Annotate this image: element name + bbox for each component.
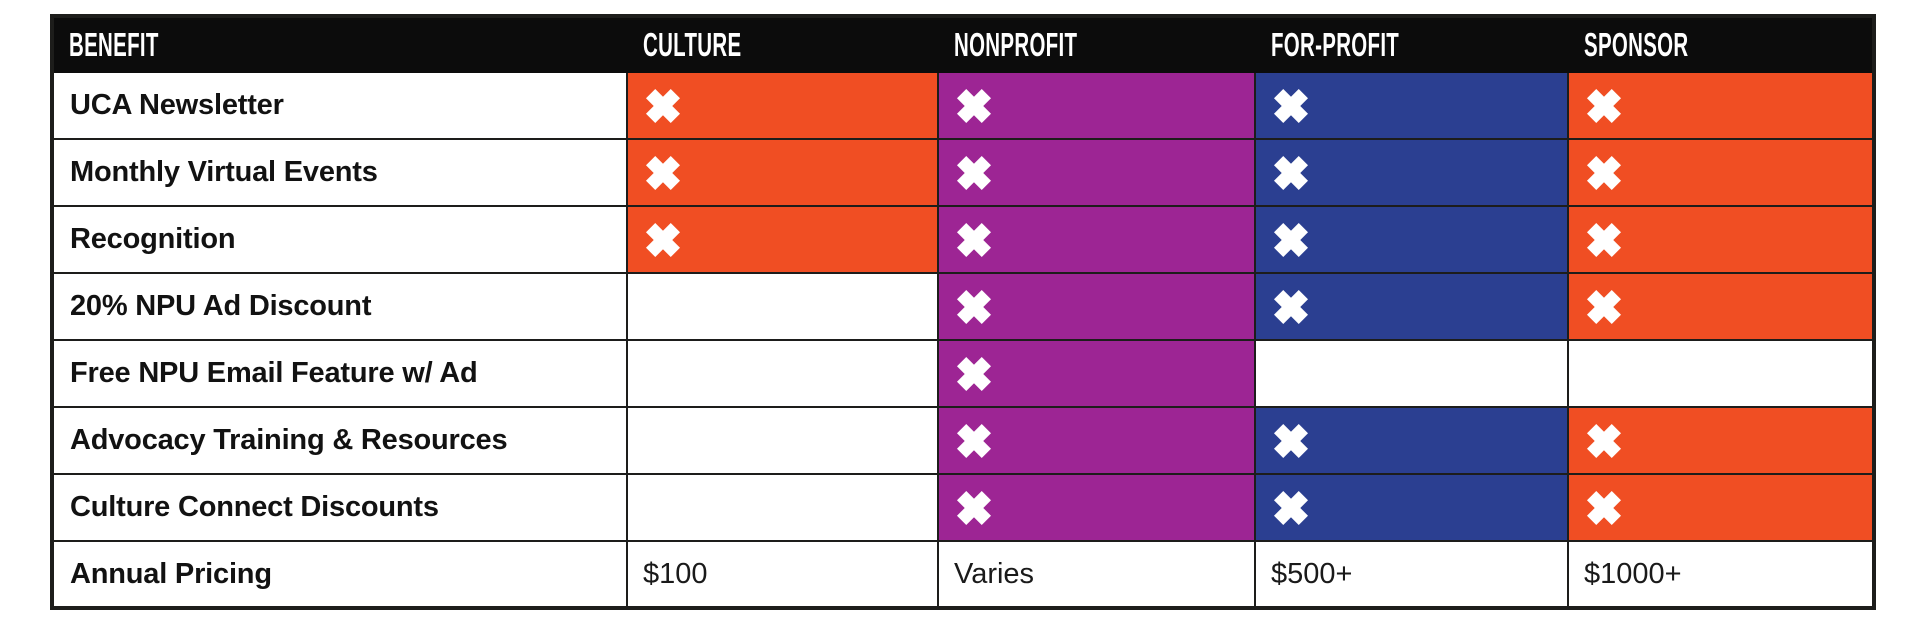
membership-cell-nonprofit: [937, 473, 1256, 542]
membership-cell-sponsor: [1567, 406, 1875, 475]
table-row: Monthly Virtual Events: [51, 138, 1875, 207]
membership-cell-sponsor: [1567, 71, 1875, 140]
benefit-cell: Monthly Virtual Events: [51, 138, 628, 207]
membership-cell-culture: [626, 406, 939, 475]
x-mark-icon: [953, 420, 995, 462]
table-row: Recognition: [51, 205, 1875, 274]
benefit-cell: Culture Connect Discounts: [51, 473, 628, 542]
table-row: Free NPU Email Feature w/ Ad: [51, 339, 1875, 408]
column-header-forprofit: FOR-PROFIT: [1254, 15, 1569, 73]
membership-cell-forprofit: [1254, 138, 1569, 207]
benefit-cell: Annual Pricing: [51, 540, 628, 609]
membership-cell-forprofit: [1254, 473, 1569, 542]
x-mark-icon: [953, 85, 995, 127]
column-header-label: NONPROFIT: [954, 25, 1078, 63]
membership-cell-culture: [626, 473, 939, 542]
x-mark-icon: [1583, 286, 1625, 328]
x-mark-icon: [1583, 420, 1625, 462]
column-header-label: BENEFIT: [69, 25, 159, 63]
column-header-label: SPONSOR: [1584, 25, 1689, 63]
pricing-cell-nonprofit: Varies: [937, 540, 1256, 609]
benefit-label: Monthly Virtual Events: [70, 156, 378, 188]
benefit-label: Annual Pricing: [70, 557, 272, 590]
table-row: Advocacy Training & Resources: [51, 406, 1875, 475]
column-header-label: CULTURE: [643, 25, 742, 63]
pricing-value: $1000+: [1584, 557, 1682, 590]
membership-cell-culture: [626, 339, 939, 408]
x-mark-icon: [1270, 219, 1312, 261]
benefit-cell: UCA Newsletter: [51, 71, 628, 140]
benefit-label: Culture Connect Discounts: [70, 491, 439, 523]
x-mark-icon: [953, 152, 995, 194]
pricing-value: Varies: [954, 557, 1035, 590]
membership-cell-forprofit: [1254, 71, 1569, 140]
membership-cell-sponsor: [1567, 473, 1875, 542]
column-header-label: FOR-PROFIT: [1271, 25, 1400, 63]
table-row: UCA Newsletter: [51, 71, 1875, 140]
membership-cell-forprofit: [1254, 205, 1569, 274]
table-header-row: BENEFIT CULTURE NONPROFIT FOR-PROFIT SPO…: [51, 15, 1875, 73]
membership-cell-forprofit: [1254, 272, 1569, 341]
benefit-label: Recognition: [70, 223, 236, 255]
table-row: Culture Connect Discounts: [51, 473, 1875, 542]
pricing-value: $500+: [1271, 557, 1353, 590]
x-mark-icon: [1270, 487, 1312, 529]
membership-cell-nonprofit: [937, 138, 1256, 207]
membership-cell-culture: [626, 71, 939, 140]
pricing-cell-culture: $100: [626, 540, 939, 609]
x-mark-icon: [642, 85, 684, 127]
table-row: Annual Pricing $100 Varies $500+ $1000+: [51, 540, 1875, 609]
x-mark-icon: [1270, 420, 1312, 462]
membership-cell-nonprofit: [937, 71, 1256, 140]
membership-cell-culture: [626, 138, 939, 207]
membership-cell-culture: [626, 205, 939, 274]
benefit-cell: Free NPU Email Feature w/ Ad: [51, 339, 628, 408]
x-mark-icon: [953, 219, 995, 261]
membership-cell-nonprofit: [937, 339, 1256, 408]
pricing-cell-sponsor: $1000+: [1567, 540, 1875, 609]
membership-cell-forprofit: [1254, 339, 1569, 408]
table-row: 20% NPU Ad Discount: [51, 272, 1875, 341]
column-header-sponsor: SPONSOR: [1567, 15, 1875, 73]
benefit-label: UCA Newsletter: [70, 89, 284, 121]
benefit-label: 20% NPU Ad Discount: [70, 290, 372, 322]
benefit-cell: Advocacy Training & Resources: [51, 406, 628, 475]
membership-cell-sponsor: [1567, 205, 1875, 274]
membership-cell-forprofit: [1254, 406, 1569, 475]
pricing-cell-forprofit: $500+: [1254, 540, 1569, 609]
membership-cell-culture: [626, 272, 939, 341]
benefit-label: Free NPU Email Feature w/ Ad: [70, 357, 478, 389]
x-mark-icon: [953, 353, 995, 395]
membership-cell-sponsor: [1567, 138, 1875, 207]
x-mark-icon: [953, 286, 995, 328]
x-mark-icon: [1583, 487, 1625, 529]
membership-cell-sponsor: [1567, 339, 1875, 408]
membership-cell-sponsor: [1567, 272, 1875, 341]
x-mark-icon: [642, 152, 684, 194]
x-mark-icon: [1583, 85, 1625, 127]
x-mark-icon: [1583, 152, 1625, 194]
benefit-label: Advocacy Training & Resources: [70, 424, 508, 456]
x-mark-icon: [1583, 219, 1625, 261]
x-mark-icon: [1270, 152, 1312, 194]
membership-cell-nonprofit: [937, 205, 1256, 274]
x-mark-icon: [953, 487, 995, 529]
benefits-table: BENEFIT CULTURE NONPROFIT FOR-PROFIT SPO…: [50, 14, 1876, 610]
x-mark-icon: [642, 219, 684, 261]
column-header-benefit: BENEFIT: [51, 15, 628, 73]
table-body: UCA Newsletter: [51, 71, 1875, 609]
membership-cell-nonprofit: [937, 406, 1256, 475]
membership-cell-nonprofit: [937, 272, 1256, 341]
x-mark-icon: [1270, 286, 1312, 328]
benefit-cell: Recognition: [51, 205, 628, 274]
column-header-nonprofit: NONPROFIT: [937, 15, 1256, 73]
x-mark-icon: [1270, 85, 1312, 127]
column-header-culture: CULTURE: [626, 15, 939, 73]
benefit-cell: 20% NPU Ad Discount: [51, 272, 628, 341]
pricing-value: $100: [643, 557, 708, 590]
